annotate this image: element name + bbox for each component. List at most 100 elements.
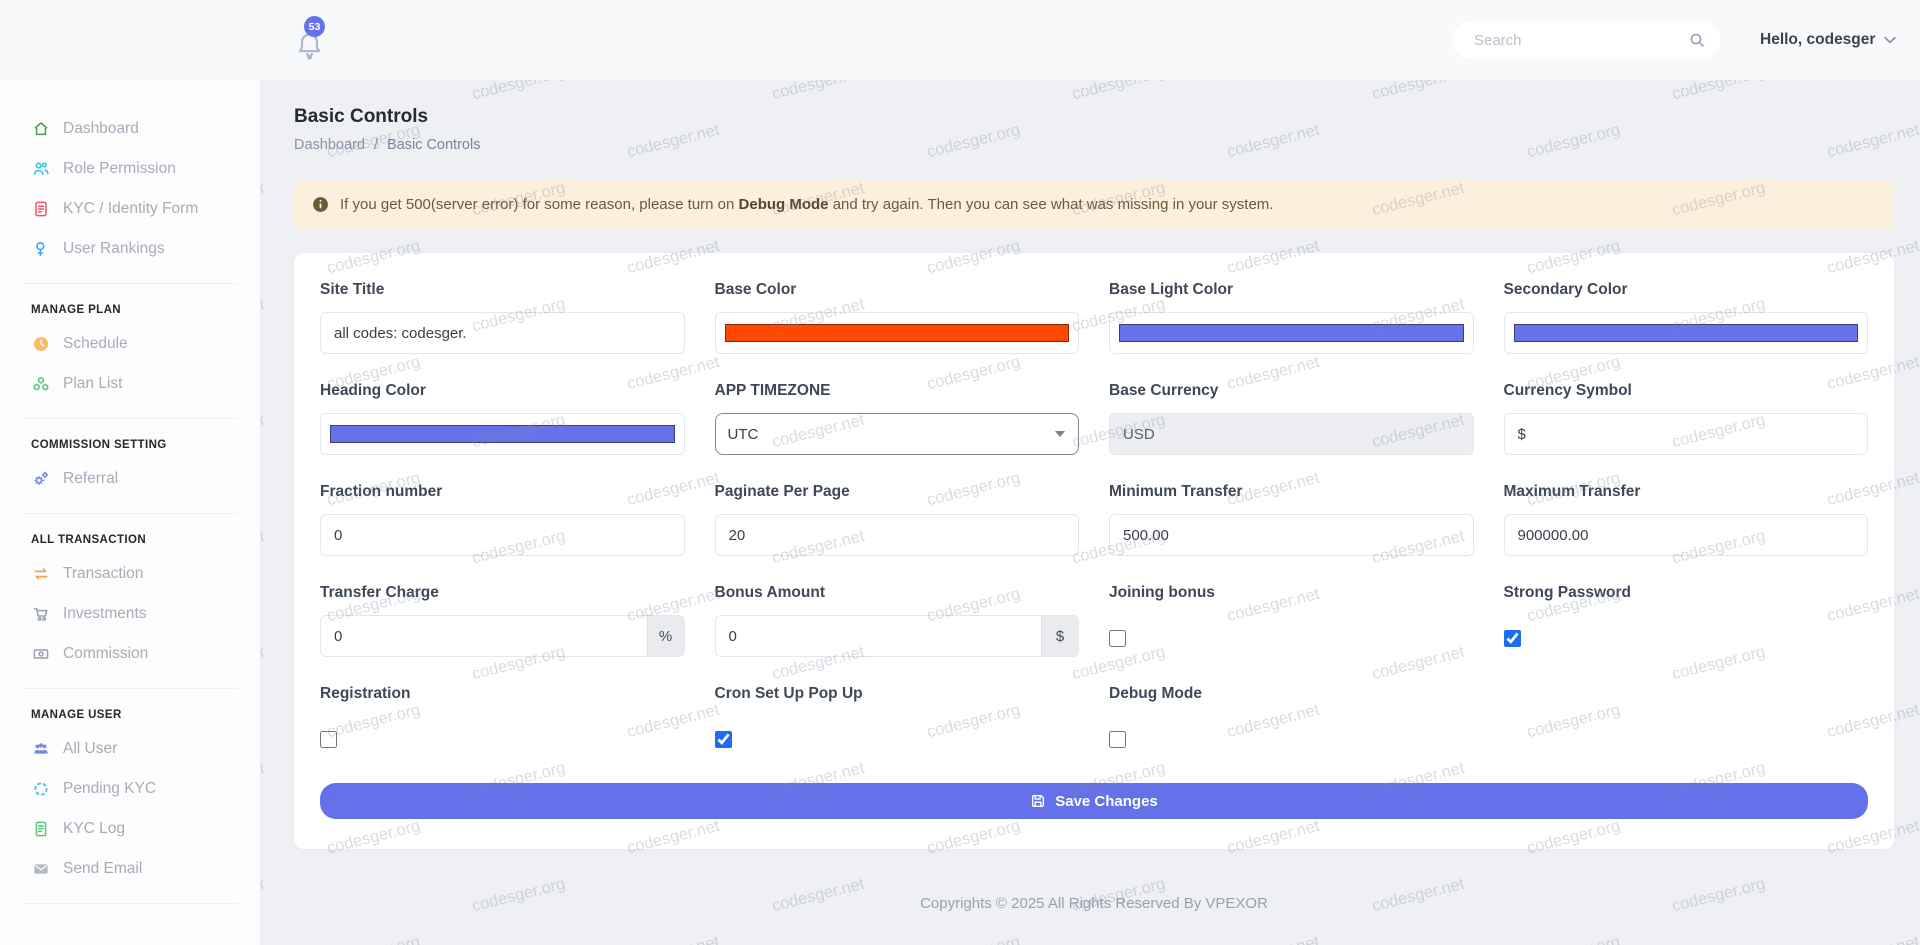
timezone-select-wrap: UTC — [714, 413, 1079, 455]
sidebar-item-transaction[interactable]: Transaction — [0, 554, 260, 594]
top-header: 53 Hello, codesger — [0, 0, 1920, 80]
maximum-transfer-input[interactable] — [1503, 514, 1868, 556]
field-label: Base Light Color — [1109, 281, 1234, 298]
sidebar-item-label: Role Permission — [63, 160, 176, 177]
search-icon[interactable] — [1688, 31, 1706, 49]
spinner-icon — [31, 780, 50, 798]
sidebar-item-kyc-identity-form[interactable]: KYC / Identity Form — [0, 189, 260, 229]
save-changes-button[interactable]: Save Changes — [320, 783, 1868, 819]
file-log-icon — [31, 820, 50, 838]
sidebar-divider — [22, 903, 238, 904]
sidebar-item-commission[interactable]: Commission — [0, 634, 260, 674]
field-debug-mode: Debug Mode — [1109, 685, 1474, 753]
sidebar-item-label: Send Email — [63, 860, 143, 877]
currency-symbol-input[interactable] — [1503, 413, 1868, 455]
basic-controls-card: Site Title Base Color Base Light Color S… — [294, 253, 1894, 849]
base-light-color-swatch — [1119, 324, 1464, 342]
joining-bonus-checkbox[interactable] — [1109, 630, 1126, 647]
breadcrumb-dashboard[interactable]: Dashboard — [294, 137, 365, 153]
field-secondary-color: Secondary Color — [1503, 281, 1868, 354]
paginate-per-page-input[interactable] — [714, 514, 1079, 556]
site-title-input[interactable] — [320, 312, 685, 354]
sidebar-item-kyc-log[interactable]: KYC Log — [0, 809, 260, 849]
sidebar-divider — [22, 688, 238, 689]
sidebar-item-pending-kyc[interactable]: Pending KYC — [0, 769, 260, 809]
sidebar-item-label: Schedule — [63, 335, 128, 352]
sidebar-item-schedule[interactable]: Schedule — [0, 324, 260, 364]
user-menu[interactable]: Hello, codesger — [1760, 0, 1897, 80]
money-bill-icon — [31, 645, 50, 663]
global-search — [1452, 21, 1720, 59]
field-cron-popup: Cron Set Up Pop Up — [714, 685, 1080, 753]
sidebar-item-referral[interactable]: Referral — [0, 459, 260, 499]
envelope-icon — [31, 860, 50, 878]
field-label: Heading Color — [320, 382, 426, 399]
secondary-color-picker[interactable] — [1503, 312, 1868, 354]
percent-addon: % — [646, 616, 684, 656]
users-icon — [31, 160, 50, 178]
base-color-picker[interactable] — [714, 312, 1079, 354]
fraction-number-input[interactable] — [320, 514, 685, 556]
transfer-charge-input[interactable] — [321, 616, 647, 656]
field-base-currency: Base Currency — [1109, 382, 1474, 455]
id-file-icon — [31, 200, 50, 218]
notifications-button[interactable]: 53 — [294, 16, 334, 66]
sidebar-item-role-permission[interactable]: Role Permission — [0, 149, 260, 189]
sidebar-item-send-email[interactable]: Send Email — [0, 849, 260, 889]
sidebar: Dashboard Role Permission KYC / Identity… — [0, 80, 261, 945]
info-icon — [312, 196, 329, 213]
timezone-select[interactable]: UTC — [714, 413, 1079, 455]
field-heading-color: Heading Color — [320, 382, 685, 455]
field-strong-password: Strong Password — [1503, 584, 1869, 657]
sidebar-item-plan-list[interactable]: Plan List — [0, 364, 260, 404]
field-label: APP TIMEZONE — [714, 382, 831, 399]
sidebar-item-label: User Rankings — [63, 240, 165, 257]
sidebar-item-label: Dashboard — [63, 120, 139, 137]
minimum-transfer-input[interactable] — [1109, 514, 1474, 556]
debug-mode-checkbox[interactable] — [1109, 731, 1126, 748]
ranking-icon — [31, 240, 50, 258]
field-label: Debug Mode — [1109, 685, 1202, 702]
sidebar-item-label: All User — [63, 740, 118, 757]
field-label: Site Title — [320, 281, 385, 298]
sidebar-item-dashboard[interactable]: Dashboard — [0, 109, 260, 149]
field-label: Registration — [320, 685, 411, 702]
alert-text: If you get 500(server error) for some re… — [340, 196, 1274, 213]
field-base-light-color: Base Light Color — [1109, 281, 1474, 354]
field-paginate-per-page: Paginate Per Page — [714, 483, 1079, 556]
cubes-icon — [31, 375, 50, 393]
transfer-charge-group: % — [320, 615, 685, 657]
base-light-color-picker[interactable] — [1109, 312, 1474, 354]
field-joining-bonus: Joining bonus — [1109, 584, 1474, 657]
base-currency-input — [1109, 413, 1474, 455]
sidebar-section-all-transaction: ALL TRANSACTION — [31, 534, 147, 546]
sidebar-divider — [22, 513, 238, 514]
field-transfer-charge: Transfer Charge % — [320, 584, 685, 657]
field-bonus-amount: Bonus Amount $ — [714, 584, 1079, 657]
heading-color-picker[interactable] — [320, 413, 685, 455]
sidebar-section-commission-setting: COMMISSION SETTING — [31, 439, 167, 451]
footer-copyright: Copyrights © 2025 All Rights Reserved By… — [920, 895, 1268, 912]
field-fraction-number: Fraction number — [320, 483, 685, 556]
greeting-text: Hello, codesger — [1760, 31, 1876, 48]
field-label: Minimum Transfer — [1109, 483, 1243, 500]
registration-checkbox[interactable] — [320, 731, 337, 748]
sidebar-item-user-rankings[interactable]: User Rankings — [0, 229, 260, 269]
bonus-amount-input[interactable] — [715, 616, 1041, 656]
bonus-amount-group: $ — [714, 615, 1079, 657]
field-registration: Registration — [320, 685, 685, 753]
breadcrumb: Dashboard / Basic Controls — [294, 137, 1894, 153]
home-icon — [31, 120, 50, 138]
sidebar-item-investments[interactable]: Investments — [0, 594, 260, 634]
sidebar-item-label: KYC Log — [63, 820, 126, 837]
users-group-icon — [31, 740, 50, 758]
search-input[interactable] — [1474, 31, 1688, 49]
strong-password-checkbox[interactable] — [1503, 630, 1521, 647]
dollar-addon: $ — [1041, 616, 1078, 656]
sidebar-item-all-user[interactable]: All User — [0, 729, 260, 769]
field-label: Base Color — [714, 281, 797, 298]
sidebar-section-manage-plan: MANAGE PLAN — [31, 304, 122, 316]
cron-popup-checkbox[interactable] — [714, 731, 732, 748]
field-site-title: Site Title — [320, 281, 685, 354]
base-color-swatch — [724, 324, 1069, 342]
